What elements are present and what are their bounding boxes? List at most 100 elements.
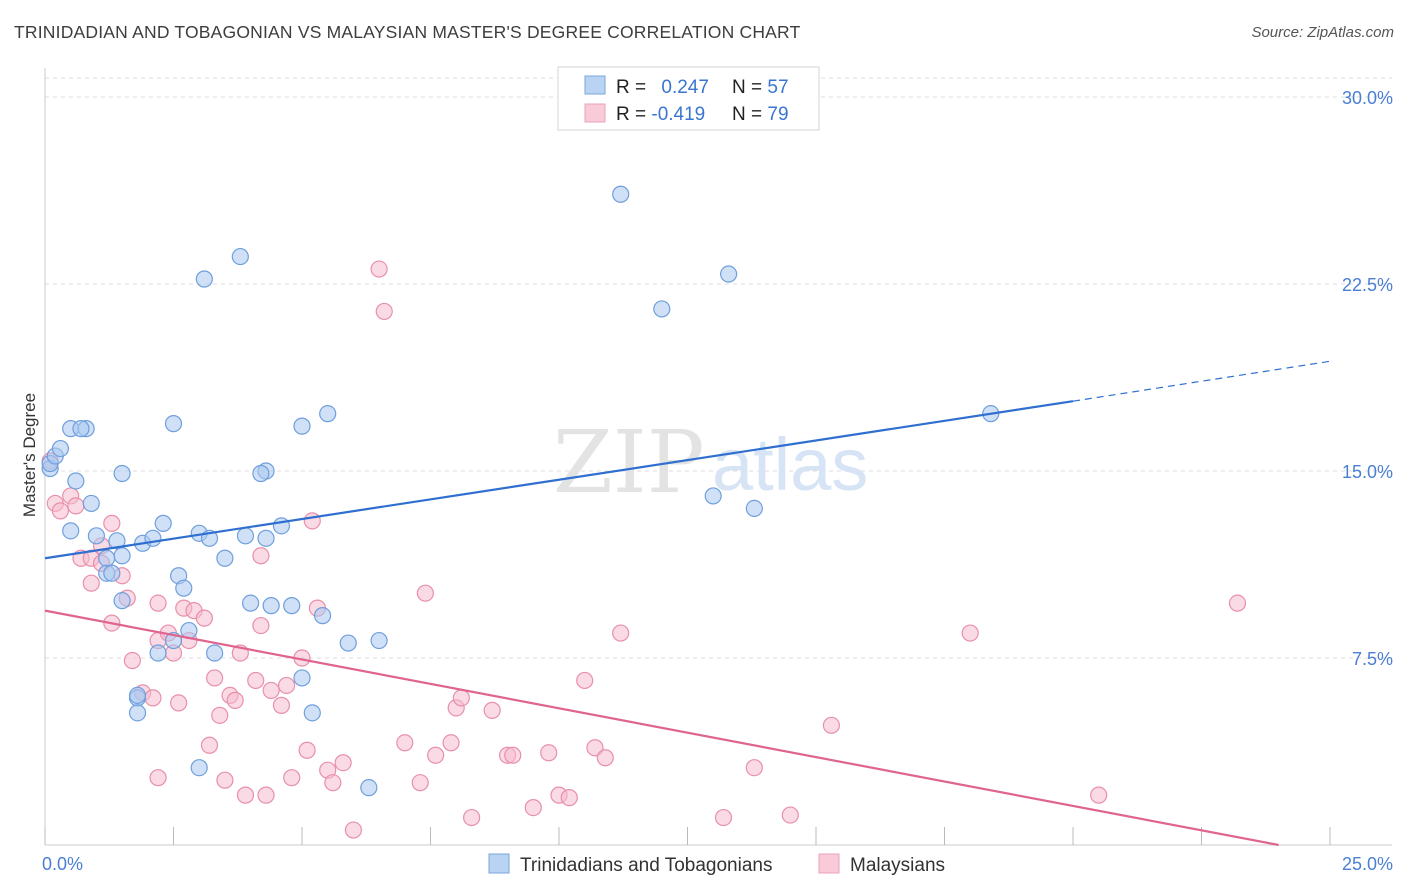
trinidadian-point-27: [128, 704, 147, 722]
legend-swatch-pink: [584, 103, 606, 123]
grid-lines: [45, 77, 1392, 659]
malaysian-point-77: [1228, 594, 1247, 612]
malaysian-point-76: [1090, 786, 1108, 804]
trinidadian-point-32: [242, 594, 260, 612]
trinidadian-point-38: [293, 669, 311, 687]
malaysian-point-35: [252, 616, 270, 635]
malaysian-point-52: [396, 734, 414, 752]
trinidadian-point-23: [149, 644, 167, 662]
malaysian-point-59: [463, 808, 481, 827]
malaysian-point-16: [144, 689, 162, 707]
trinidadian-point-46: [252, 464, 270, 483]
trinidadian-point-50: [195, 270, 213, 288]
malaysian-point-47: [344, 821, 362, 839]
malaysian-point-75: [961, 624, 979, 642]
tick-labels: 7.5% 15.0% 22.5% 30.0% 0.0% 25.0%: [42, 88, 1393, 874]
trinidadian-point-10: [87, 527, 106, 545]
trinidadian-point-8: [82, 494, 100, 513]
malaysian-point-46: [334, 754, 352, 772]
legend-swatch-blue: [584, 75, 606, 95]
series-legend: Trinidadians and Tobagonians Malaysians: [488, 853, 945, 876]
malaysian-point-31: [226, 691, 244, 709]
trinidadian-point-16: [113, 592, 131, 610]
trinidadian-point-33: [236, 527, 255, 545]
x-tick-label-1: 25.0%: [1342, 854, 1393, 874]
malaysian-point-51: [375, 302, 393, 321]
legend-n-label-2: N =: [732, 104, 767, 125]
malaysian-point-42: [298, 741, 316, 759]
y-tick-label-3: 30.0%: [1342, 88, 1393, 108]
malaysian-point-69: [596, 749, 614, 767]
malaysian-point-39: [277, 676, 296, 695]
trend-lines: [44, 360, 1331, 847]
trinidadian-point-12: [113, 547, 131, 565]
malaysian-point-50: [370, 260, 388, 278]
bottom-legend-swatch-pink: [818, 853, 840, 874]
trinidadian-point-43: [360, 779, 378, 797]
malaysian-point-36: [257, 786, 275, 804]
malaysian-point-28: [211, 706, 229, 724]
trinidadian-point-58: [113, 464, 131, 483]
legend-n-label-1: N =: [732, 77, 767, 98]
malaysian-point-73: [781, 806, 799, 824]
malaysian-point-55: [427, 746, 445, 764]
trinidadian-point-52: [653, 300, 671, 318]
malaysian-point-26: [200, 736, 219, 754]
trinidadian-point-57: [745, 499, 763, 517]
malaysian-point-37: [262, 681, 280, 700]
malaysian-point-66: [560, 789, 578, 807]
legend-r-value-2: -0.419: [651, 104, 705, 125]
trinidadian-point-30: [216, 549, 234, 567]
trinidadian-point-41: [339, 634, 357, 652]
malaysian-point-45: [324, 774, 342, 792]
y-tick-label-0: 7.5%: [1352, 649, 1393, 669]
trinidadian-point-53: [612, 185, 630, 203]
trinidadian-point-11: [108, 532, 126, 550]
x-tick-label-0: 0.0%: [42, 854, 83, 874]
legend-r-label-2: R =: [616, 104, 651, 125]
chart-title: TRINIDADIAN AND TOBAGONIAN VS MALAYSIAN …: [14, 22, 801, 42]
malaysian-point-63: [524, 798, 542, 817]
trinidadian-point-13: [98, 549, 116, 567]
malaysian-point-54: [416, 584, 434, 602]
malaysian-point-53: [411, 774, 429, 792]
bottom-legend-label-blue: Trinidadians and Tobagonians: [520, 855, 772, 876]
trinidadian-point-15: [103, 564, 121, 582]
trinidadian-point-19: [154, 514, 172, 532]
trinidadian-point-21: [175, 579, 193, 597]
watermark-zip: ZIP: [553, 413, 705, 513]
malaysian-point-78: [149, 769, 167, 787]
trinidadian-point-48: [319, 405, 337, 423]
trinidadian-point-3: [51, 439, 70, 458]
svg-text:N = 79: N = 79: [732, 104, 789, 125]
malaysian-point-21: [170, 694, 188, 712]
trinidadian-point-47: [293, 417, 311, 435]
legend-r-label-1: R =: [616, 77, 651, 98]
correlation-legend: R = 0.247 N = 57 R = -0.419 N = 79: [557, 66, 820, 131]
malaysian-point-58: [452, 689, 470, 707]
malaysian-point-49: [252, 547, 270, 565]
y-tick-label-2: 22.5%: [1342, 275, 1393, 295]
trinidadian-point-6: [72, 420, 90, 438]
trinidadian-point-54: [720, 265, 738, 283]
malaysian-point-27: [206, 669, 224, 687]
trinidadian-point-44: [190, 759, 208, 777]
malaysian-point-68: [586, 739, 604, 757]
malaysian-point-70: [612, 624, 630, 642]
trinidadian-point-31: [206, 644, 224, 662]
malaysians-points: [41, 260, 1247, 839]
trinidadian-point-51: [231, 247, 249, 266]
trinidadian-point-35: [262, 597, 280, 615]
malaysian-point-17: [149, 594, 167, 612]
source-credit: Source: ZipAtlas.com: [1251, 24, 1394, 41]
trinidadian-trend-line: [44, 400, 1074, 560]
malaysian-point-62: [504, 746, 522, 764]
malaysian-point-60: [483, 701, 501, 719]
malaysian-point-71: [714, 808, 733, 827]
malaysian-point-72: [745, 759, 763, 777]
malaysian-point-64: [540, 744, 558, 762]
trinidadian-point-7: [67, 472, 85, 490]
malaysian-point-34: [247, 671, 265, 690]
svg-text:R = 0.247: R = 0.247: [616, 77, 709, 98]
malaysian-point-56: [442, 734, 460, 752]
